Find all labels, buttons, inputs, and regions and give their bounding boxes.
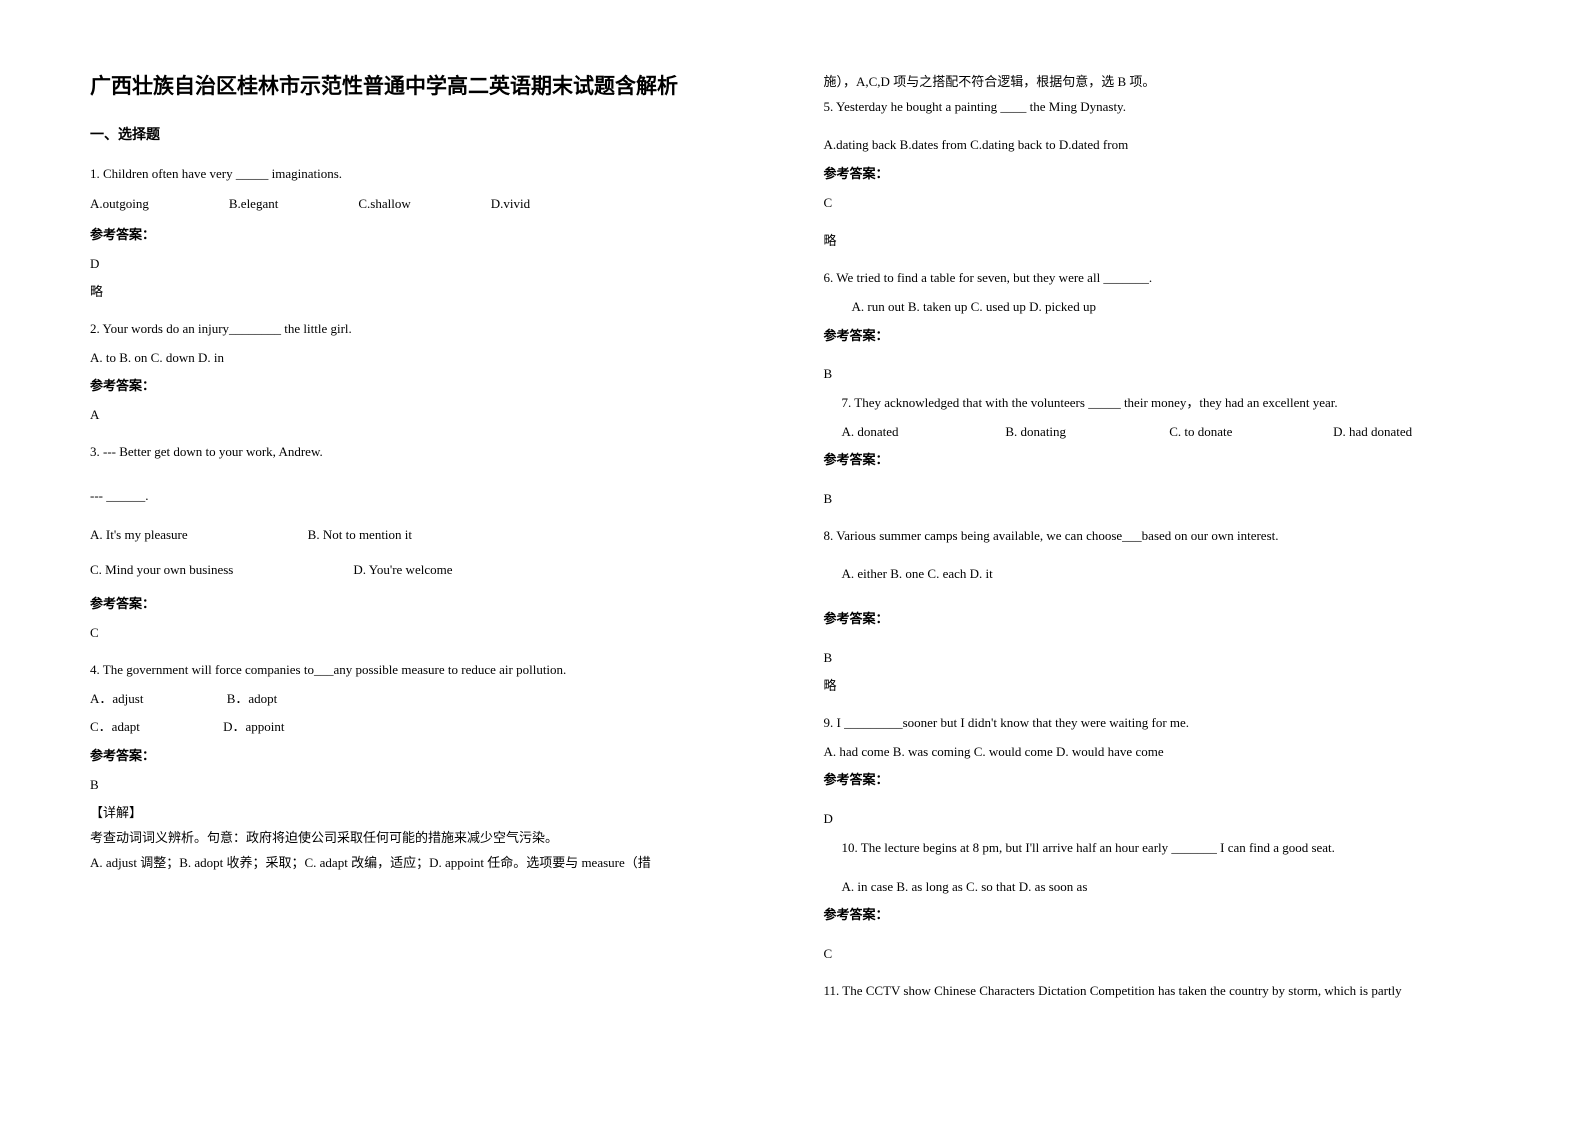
q3-answer-label: 参考答案： bbox=[90, 592, 764, 617]
q8-answer-label: 参考答案： bbox=[824, 607, 1498, 632]
col2-top: 施），A,C,D 项与之搭配不符合逻辑，根据句意，选 B 项。 bbox=[824, 70, 1498, 95]
q4-opt-c: C．adapt bbox=[90, 715, 140, 740]
q3-text: 3. --- Better get down to your work, And… bbox=[90, 440, 764, 465]
q7-text: 7. They acknowledged that with the volun… bbox=[824, 391, 1498, 416]
left-column: 广西壮族自治区桂林市示范性普通中学高二英语期末试题含解析 一、选择题 1. Ch… bbox=[90, 70, 764, 1052]
q3-opt-d: D. You're welcome bbox=[353, 558, 452, 583]
q4-answer: B bbox=[90, 773, 764, 798]
q1-answer: D bbox=[90, 252, 764, 277]
q3-opt-b: B. Not to mention it bbox=[308, 523, 412, 548]
q6-answer: B bbox=[824, 362, 1498, 387]
q9-answer-label: 参考答案： bbox=[824, 768, 1498, 793]
q8-options: A. either B. one C. each D. it bbox=[824, 562, 1498, 587]
q5-answer: C bbox=[824, 191, 1498, 216]
q4-options-row2: C．adapt D．appoint bbox=[90, 715, 764, 740]
q1-opt-b: B.elegant bbox=[229, 190, 278, 219]
q4-options-row1: A．adjust B．adopt bbox=[90, 687, 764, 712]
q2-answer-label: 参考答案： bbox=[90, 374, 764, 399]
q4-answer-label: 参考答案： bbox=[90, 744, 764, 769]
right-column: 施），A,C,D 项与之搭配不符合逻辑，根据句意，选 B 项。 5. Yeste… bbox=[824, 70, 1498, 1052]
q10-answer: C bbox=[824, 942, 1498, 967]
q8-note: 略 bbox=[824, 674, 1498, 699]
q7-options: A. donated B. donating C. to donate D. h… bbox=[824, 420, 1498, 445]
q1-note: 略 bbox=[90, 280, 764, 305]
q4-opt-b: B．adopt bbox=[227, 691, 278, 706]
q7-opt-b: B. donating bbox=[1005, 420, 1169, 445]
q7-opt-c: C. to donate bbox=[1169, 420, 1333, 445]
q1-opt-c: C.shallow bbox=[358, 190, 410, 219]
q1-options: A.outgoing B.elegant C.shallow D.vivid bbox=[90, 190, 764, 219]
q5-answer-label: 参考答案： bbox=[824, 162, 1498, 187]
q3-opt-a: A. It's my pleasure bbox=[90, 523, 188, 548]
q1-text: 1. Children often have very _____ imagin… bbox=[90, 162, 764, 187]
q4-text: 4. The government will force companies t… bbox=[90, 658, 764, 683]
q5-options: A.dating back B.dates from C.dating back… bbox=[824, 133, 1498, 158]
q4-explain1: 考查动词词义辨析。句意：政府将迫使公司采取任何可能的措施来减少空气污染。 bbox=[90, 826, 764, 851]
q6-options: A. run out B. taken up C. used up D. pic… bbox=[824, 295, 1498, 320]
q1-opt-d: D.vivid bbox=[491, 190, 530, 219]
q4-explain2: A. adjust 调整；B. adopt 收养；采取；C. adapt 改编，… bbox=[90, 851, 764, 876]
q6-answer-label: 参考答案： bbox=[824, 324, 1498, 349]
q1-answer-label: 参考答案： bbox=[90, 223, 764, 248]
q7-answer-label: 参考答案： bbox=[824, 448, 1498, 473]
q4-opt-a: A．adjust bbox=[90, 687, 143, 712]
q7-opt-d: D. had donated bbox=[1333, 420, 1497, 445]
q9-answer: D bbox=[824, 807, 1498, 832]
q8-text: 8. Various summer camps being available,… bbox=[824, 524, 1498, 549]
section-header: 一、选择题 bbox=[90, 124, 764, 144]
q3-options-row2: C. Mind your own business D. You're welc… bbox=[90, 558, 764, 583]
document-title: 广西壮族自治区桂林市示范性普通中学高二英语期末试题含解析 bbox=[90, 70, 764, 104]
q2-answer: A bbox=[90, 403, 764, 428]
q3-options-row1: A. It's my pleasure B. Not to mention it bbox=[90, 523, 764, 548]
q2-text: 2. Your words do an injury________ the l… bbox=[90, 317, 764, 342]
q8-answer: B bbox=[824, 646, 1498, 671]
q6-text: 6. We tried to find a table for seven, b… bbox=[824, 266, 1498, 291]
q11-text: 11. The CCTV show Chinese Characters Dic… bbox=[824, 979, 1498, 1004]
q10-text: 10. The lecture begins at 8 pm, but I'll… bbox=[824, 836, 1498, 861]
q3-answer: C bbox=[90, 621, 764, 646]
q1-opt-a: A.outgoing bbox=[90, 190, 149, 219]
q3-opt-c: C. Mind your own business bbox=[90, 558, 233, 583]
q5-note: 略 bbox=[824, 229, 1498, 254]
q7-opt-a: A. donated bbox=[842, 420, 1006, 445]
q4-opt-d: D．appoint bbox=[223, 719, 284, 734]
q2-options: A. to B. on C. down D. in bbox=[90, 346, 764, 371]
q5-text: 5. Yesterday he bought a painting ____ t… bbox=[824, 95, 1498, 120]
q4-explain-label: 【详解】 bbox=[90, 801, 764, 826]
q9-options: A. had come B. was coming C. would come … bbox=[824, 740, 1498, 765]
q7-answer: B bbox=[824, 487, 1498, 512]
q10-answer-label: 参考答案： bbox=[824, 903, 1498, 928]
q3-text2: --- ______. bbox=[90, 484, 764, 509]
q10-options: A. in case B. as long as C. so that D. a… bbox=[824, 875, 1498, 900]
q9-text: 9. I _________sooner but I didn't know t… bbox=[824, 711, 1498, 736]
